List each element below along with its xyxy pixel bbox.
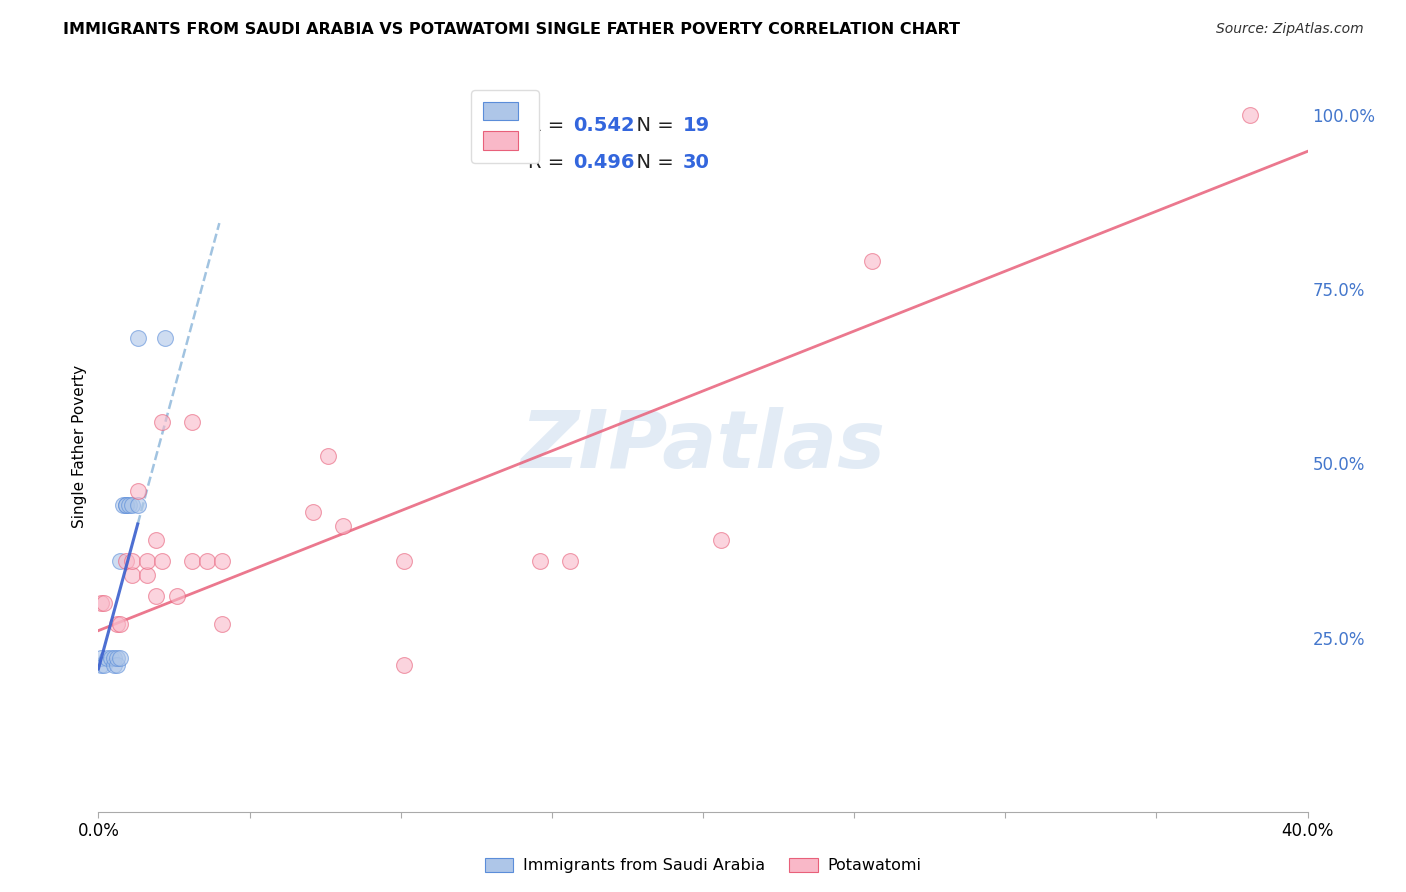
Point xyxy=(90,658,112,673)
Text: R =: R = xyxy=(527,153,571,171)
Point xyxy=(195,554,218,568)
Point xyxy=(90,651,112,665)
Point xyxy=(103,658,125,673)
Point xyxy=(100,651,122,665)
Point xyxy=(114,554,136,568)
Point xyxy=(211,554,233,568)
Point xyxy=(105,616,128,631)
Point xyxy=(108,651,131,665)
Point xyxy=(96,651,118,665)
Text: 0.496: 0.496 xyxy=(574,153,636,171)
Text: N =: N = xyxy=(624,153,681,171)
Point xyxy=(211,616,233,631)
Point xyxy=(392,658,415,673)
Text: N =: N = xyxy=(624,116,681,135)
Point xyxy=(105,658,128,673)
Text: IMMIGRANTS FROM SAUDI ARABIA VS POTAWATOMI SINGLE FATHER POVERTY CORRELATION CHA: IMMIGRANTS FROM SAUDI ARABIA VS POTAWATO… xyxy=(63,22,960,37)
Point xyxy=(710,533,733,547)
Text: 0.542: 0.542 xyxy=(574,116,636,135)
Point xyxy=(93,658,115,673)
Text: Source: ZipAtlas.com: Source: ZipAtlas.com xyxy=(1216,22,1364,37)
Point xyxy=(108,616,131,631)
Point xyxy=(127,484,149,499)
Point xyxy=(114,498,136,512)
Legend: Immigrants from Saudi Arabia, Potawatomi: Immigrants from Saudi Arabia, Potawatomi xyxy=(478,851,928,880)
Point xyxy=(392,554,415,568)
Point xyxy=(121,498,143,512)
Point xyxy=(150,415,173,429)
Point xyxy=(153,331,176,345)
Point xyxy=(529,554,551,568)
Point xyxy=(302,505,325,519)
Text: 19: 19 xyxy=(682,116,710,135)
Point xyxy=(135,567,157,582)
Point xyxy=(127,498,149,512)
Point xyxy=(108,554,131,568)
Point xyxy=(114,498,136,512)
Point xyxy=(103,651,125,665)
Point xyxy=(105,651,128,665)
Text: R =: R = xyxy=(527,116,571,135)
Point xyxy=(90,596,112,610)
Point xyxy=(181,415,204,429)
Point xyxy=(316,450,339,464)
Point xyxy=(135,554,157,568)
Point xyxy=(181,554,204,568)
Point xyxy=(121,567,143,582)
Y-axis label: Single Father Poverty: Single Father Poverty xyxy=(72,365,87,527)
Point xyxy=(111,498,134,512)
Point xyxy=(1239,108,1261,122)
Point xyxy=(860,254,883,268)
Point xyxy=(150,554,173,568)
Point xyxy=(166,589,188,603)
Legend: , : , xyxy=(471,90,538,163)
Text: ZIPatlas: ZIPatlas xyxy=(520,407,886,485)
Point xyxy=(145,589,167,603)
Point xyxy=(558,554,581,568)
Point xyxy=(145,533,167,547)
Point xyxy=(332,519,354,533)
Point xyxy=(121,554,143,568)
Point xyxy=(93,596,115,610)
Point xyxy=(127,331,149,345)
Point xyxy=(118,498,141,512)
Text: 30: 30 xyxy=(682,153,709,171)
